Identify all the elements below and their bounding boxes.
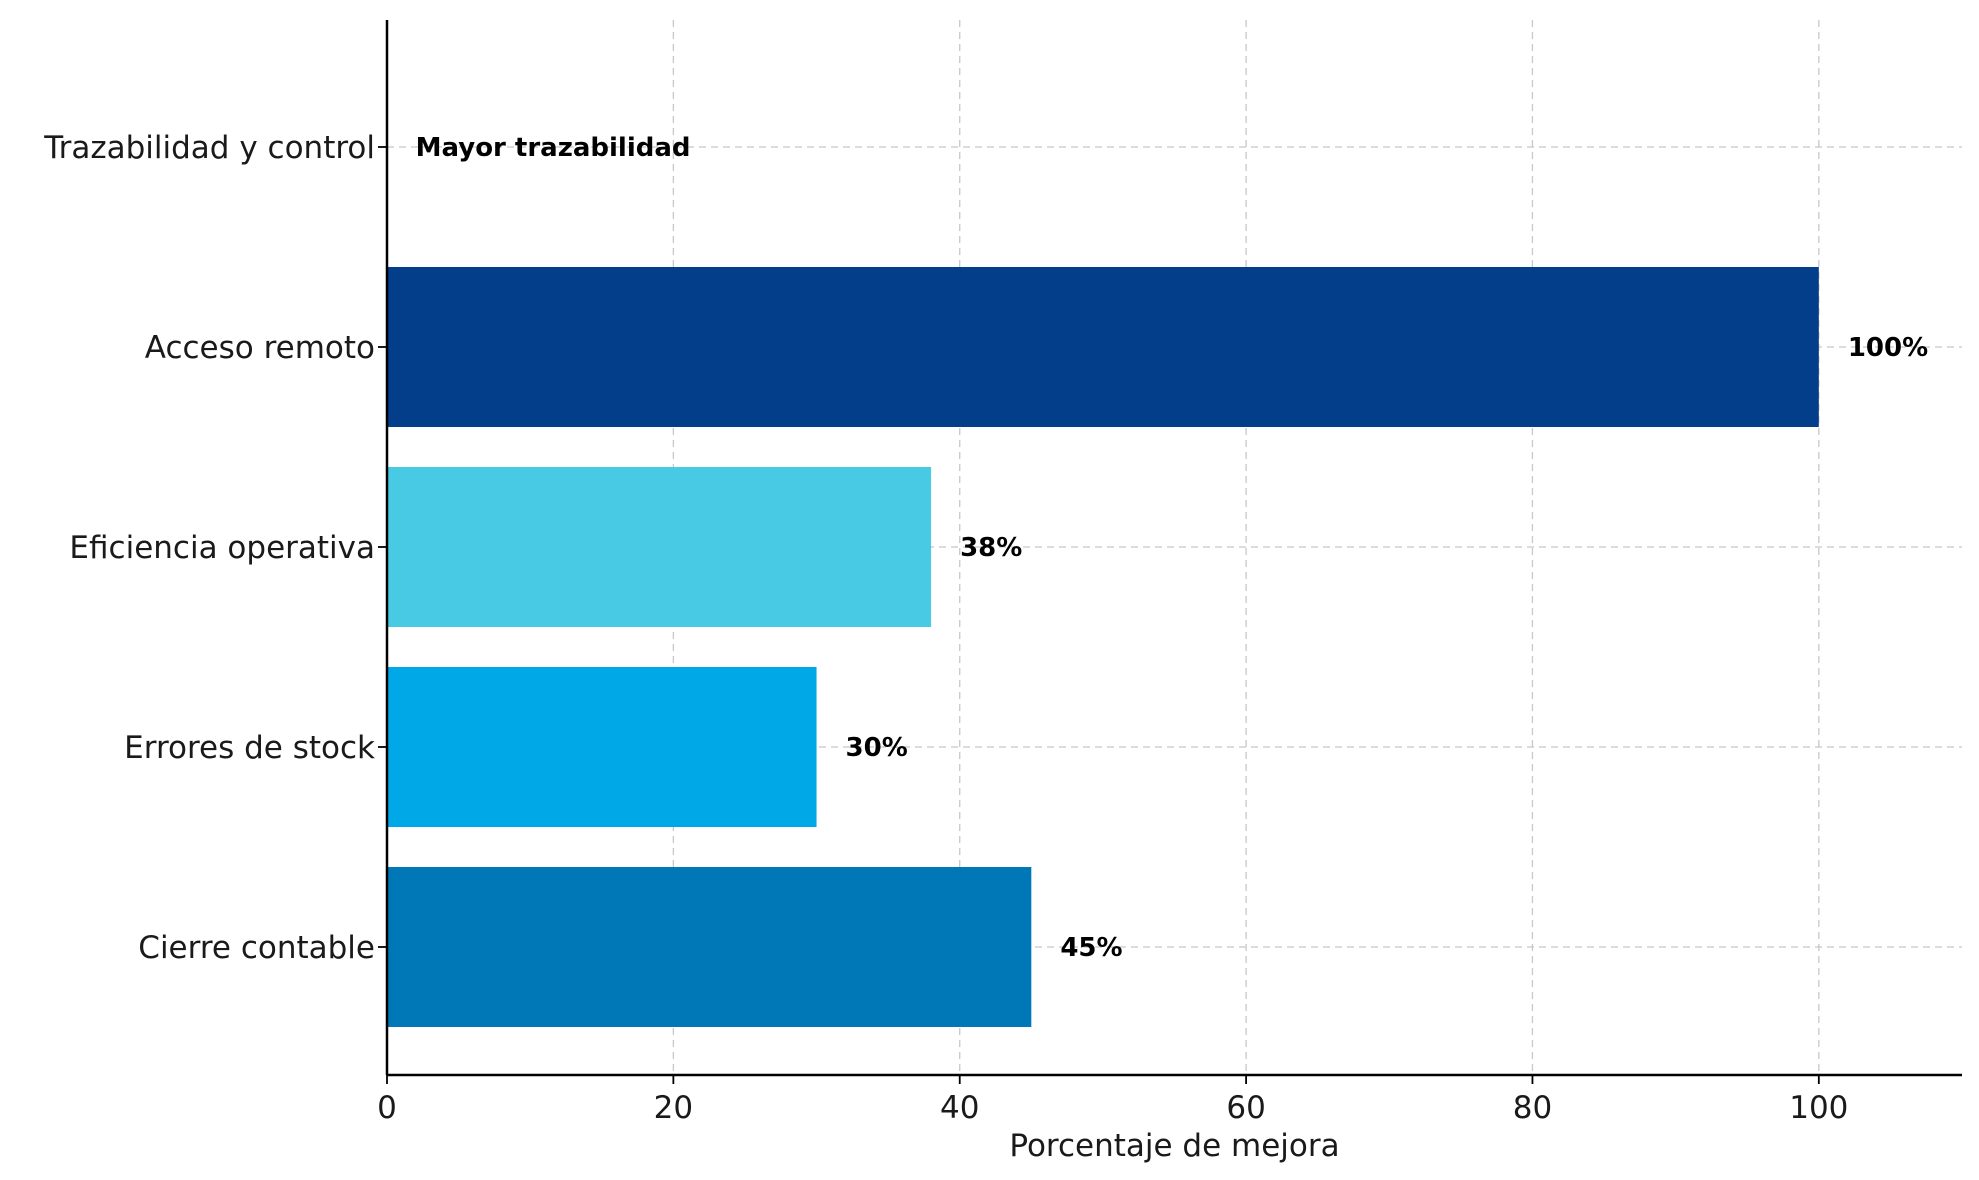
bars xyxy=(387,267,1819,1027)
bar-acceso-remoto xyxy=(387,267,1819,427)
data-labels: 45% 30% 38% 100% Mayor trazabilidad xyxy=(416,133,1929,963)
data-label: Mayor trazabilidad xyxy=(416,133,691,163)
bar-errores-de-stock xyxy=(387,667,817,827)
data-label: 45% xyxy=(1060,933,1122,963)
x-tick-label: 20 xyxy=(654,1090,693,1126)
data-label: 38% xyxy=(960,533,1022,563)
x-tick-label: 80 xyxy=(1513,1090,1552,1126)
axes: 0 20 40 60 80 100 Cierre contable Errores de st… xyxy=(43,20,1962,1126)
y-tick-label: Errores de stock xyxy=(124,730,375,766)
x-tick-label: 0 xyxy=(377,1090,397,1126)
x-tick-label: 60 xyxy=(1226,1090,1265,1126)
data-label: 100% xyxy=(1848,333,1928,363)
x-tick-label: 100 xyxy=(1789,1090,1848,1126)
y-tick-label: Cierre contable xyxy=(138,930,375,966)
x-tick-label: 40 xyxy=(940,1090,979,1126)
bar-eficiencia-operativa xyxy=(387,467,932,627)
bar-cierre-contable xyxy=(387,867,1032,1027)
x-axis-title: Porcentaje de mejora xyxy=(1009,1128,1339,1164)
y-tick-label: Trazabilidad y control xyxy=(43,130,375,166)
data-label: 30% xyxy=(846,733,908,763)
y-tick-label: Acceso remoto xyxy=(145,330,375,366)
y-tick-label: Eficiencia operativa xyxy=(69,530,375,566)
